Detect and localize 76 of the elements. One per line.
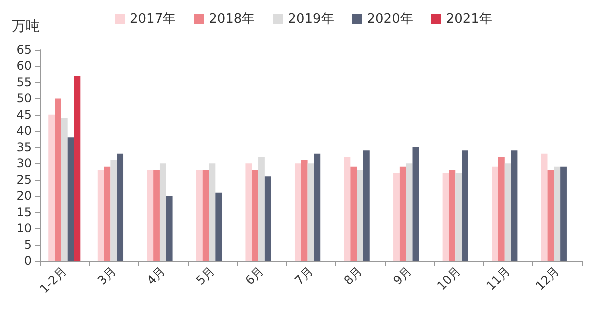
bar [258,157,265,261]
bar [442,173,450,261]
bar [511,150,518,261]
bar [216,192,222,261]
y-tick-label: 30 [16,156,32,171]
bar [252,170,259,261]
bar [456,173,462,261]
bar [462,150,468,261]
bar [412,147,420,261]
y-tick-label: 10 [16,222,32,236]
legend-label: 2021年 [446,12,492,27]
bar [202,170,210,261]
bar [117,154,124,261]
bar [68,138,74,261]
y-tick-label: 40 [16,124,32,138]
bar [363,150,370,261]
x-tick-label: 11月 [484,264,514,294]
bar [314,154,321,261]
bar [357,170,364,261]
y-tick-label: 20 [16,189,32,204]
y-tick-label: 55 [16,75,32,90]
x-tick-label: 10月 [434,264,464,294]
bar [548,170,554,261]
x-tick-label: 9月 [390,264,414,288]
bar [74,76,81,261]
x-tick-label: 6月 [242,264,267,288]
bar [449,170,456,261]
bar [147,170,154,261]
bar [308,164,314,261]
bar [554,166,561,261]
bar [246,164,252,261]
y-tick-label: 50 [16,92,32,106]
y-tick-label: 5 [24,238,32,252]
bar [55,98,62,261]
bar [294,164,302,261]
legend-label: 2017年 [130,12,176,27]
bar [104,166,111,261]
bar [160,164,166,261]
y-tick-label: 65 [16,43,32,57]
bar [209,164,216,261]
x-tick-label: 4月 [144,264,168,288]
x-tick-label: 3月 [95,264,119,288]
bar [61,118,68,261]
y-axis-title: 万吨 [12,19,40,35]
y-tick-label: 35 [16,140,32,154]
bar [98,170,104,261]
bar [264,176,272,261]
bar [48,114,56,261]
x-tick-label: 12月 [533,264,562,294]
bar [400,166,406,261]
bar [560,166,567,261]
y-tick-label: 45 [16,108,32,122]
bar [110,160,118,261]
bar [498,157,505,261]
bar [504,164,512,261]
bar [154,170,160,261]
legend-label: 2019年 [288,12,334,27]
bar [406,164,413,261]
bar [344,157,351,261]
x-tick-label: 1-2月 [37,264,70,296]
legend-label: 2018年 [209,12,256,27]
bar [492,166,498,261]
bar [541,154,548,261]
x-tick-label: 7月 [292,264,316,288]
bar [350,166,358,261]
y-tick-label: 0 [24,254,32,268]
x-tick-label: 8月 [341,264,366,288]
x-tick-label: 5月 [194,264,218,288]
bar [394,173,400,261]
legend-label: 2020年 [367,12,414,27]
y-tick-label: 15 [16,205,32,220]
bar [166,196,173,261]
y-tick-label: 25 [16,172,32,187]
bar [196,170,203,261]
y-tick-label: 60 [16,59,32,74]
bar [301,160,308,261]
